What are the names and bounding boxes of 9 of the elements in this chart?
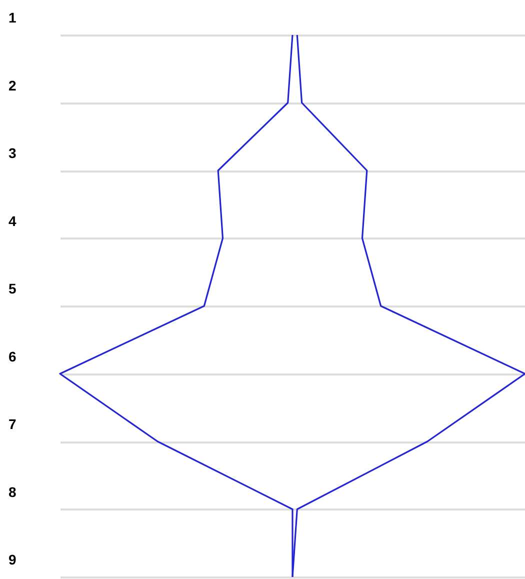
y-tick-label: 2	[8, 77, 16, 94]
y-tick-label: 6	[8, 348, 16, 364]
y-tick-label: 1	[8, 10, 16, 26]
y-tick-label: 3	[8, 145, 16, 161]
y-tick-label: 5	[8, 280, 16, 296]
y-tick-label: 9	[8, 552, 16, 568]
y-tick-label: 4	[8, 212, 16, 229]
y-tick-label: 7	[8, 416, 16, 432]
y-tick-label: 8	[8, 484, 16, 500]
